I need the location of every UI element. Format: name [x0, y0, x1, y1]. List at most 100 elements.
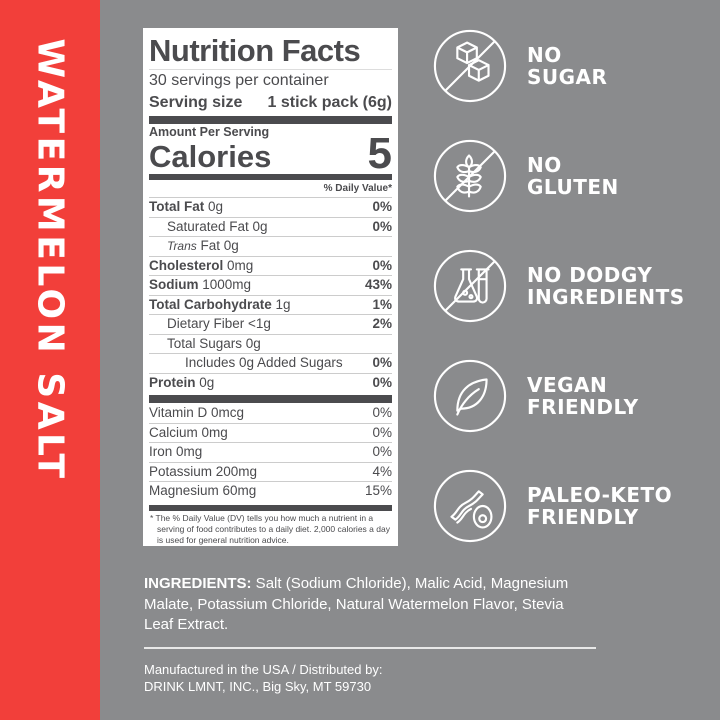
nutrient-dv: 0% [372, 218, 392, 234]
nutrient-dv: 0% [372, 374, 392, 390]
nutrient-label: Saturated Fat 0g [149, 218, 268, 237]
nutrient-row: Sodium 1000mg 43% [149, 276, 392, 296]
nutrient-label: Total Sugars 0g [149, 335, 261, 354]
nutrient-amount: Saturated Fat 0g [167, 218, 268, 234]
vitamin-label: Iron 0mg [149, 444, 203, 459]
no-sugar-cubes-icon [433, 29, 507, 103]
nutrient-name: Sodium [149, 277, 199, 292]
vitamin-label: Magnesium 60mg [149, 483, 257, 498]
nutrient-amount: Total Sugars 0g [167, 335, 261, 351]
nutrient-dv: 0% [372, 257, 392, 273]
vitamin-label: Potassium 200mg [149, 463, 258, 479]
nutrient-dv: 1% [372, 296, 392, 312]
claim-text: NO DODGY INGREDIENTS [527, 264, 685, 308]
nutrient-name: Total Carbohydrate [149, 296, 272, 312]
nutrient-name: Trans [167, 239, 197, 253]
vitamin-dv: 15% [364, 483, 392, 498]
claim-line2: SUGAR [527, 65, 608, 89]
flavor-banner: WATERMELON SALT [0, 0, 100, 720]
claim-friendly-4: PALEO-KETO FRIENDLY [432, 468, 672, 544]
nutrient-row: Saturated Fat 0g 0% [149, 218, 392, 237]
nutrient-amount: Dietary Fiber <1g [167, 316, 271, 331]
vitamin-row: Magnesium 60mg 15% [149, 482, 392, 502]
nutrient-row: Protein 0g 0% [149, 374, 392, 394]
footnote: * The % Daily Value (DV) tells you how m… [150, 512, 390, 545]
claim-text: NO SUGAR [527, 44, 607, 88]
divider-thick [149, 395, 392, 403]
no-wheat-icon [433, 139, 507, 213]
nutrient-name: Protein [149, 374, 196, 390]
nutrient-row: Total Fat 0g 0% [149, 198, 392, 218]
nutrient-label: Protein 0g [149, 374, 214, 394]
vitamin-dv: 4% [372, 463, 392, 479]
serving-size-label: Serving size [149, 94, 243, 111]
nutrient-amount: 0mg [223, 257, 254, 273]
bacon-avocado-icon [433, 469, 507, 543]
nutrient-row: Dietary Fiber <1g 2% [149, 315, 392, 335]
nutrient-label: Sodium 1000mg [149, 276, 251, 295]
serving-size-value: 1 stick pack (6g) [267, 94, 393, 111]
servings-per-container: 30 servings per container [149, 72, 329, 89]
claim-line1: PALEO-KETO [527, 483, 673, 507]
nutrient-dv: 0% [372, 199, 392, 214]
ingredients-text: Salt (Sodium Chloride), Malic Acid, Magn… [144, 575, 569, 633]
claim-line1: NO [527, 43, 562, 67]
claim-friendly-3: VEGAN FRIENDLY [432, 358, 639, 434]
nutrient-amount: 1g [271, 296, 291, 312]
distributor-line: DRINK LMNT, INC., Big Sky, MT 59730 [144, 679, 372, 694]
vitamin-dv: 0% [372, 444, 392, 459]
nutrient-dv: 0% [372, 355, 392, 370]
nutrient-amount: 0g [204, 199, 224, 214]
nutrient-dv: 43% [364, 277, 392, 292]
manufacturer-line: Manufactured in the USA / Distributed by… [144, 662, 383, 677]
nutrient-row: Cholesterol 0mg 0% [149, 257, 392, 276]
vitamin-row: Iron 0mg 0% [149, 443, 392, 463]
calories-value: 5 [367, 129, 392, 178]
nutrient-row: Total Carbohydrate 1g 1% [149, 296, 392, 315]
claim-gluten-1: NO GLUTEN [432, 138, 619, 214]
claim-text: VEGAN FRIENDLY [527, 374, 639, 418]
vitamin-dv: 0% [372, 424, 392, 440]
ingredients-label: INGREDIENTS: [144, 575, 252, 592]
nutrient-label: Total Fat 0g [149, 198, 223, 217]
nutrient-label: Cholesterol 0mg [149, 257, 253, 276]
nutrient-row: Trans Fat 0g [149, 237, 392, 257]
claim-text: PALEO-KETO FRIENDLY [527, 484, 672, 528]
claim-sugar-0: NO SUGAR [432, 28, 607, 104]
claim-line2: FRIENDLY [527, 395, 639, 419]
claim-line2: INGREDIENTS [527, 285, 685, 309]
vitamin-row: Calcium 0mg 0% [149, 424, 392, 443]
nutrient-label: Trans Fat 0g [149, 237, 239, 256]
divider-thick [149, 174, 392, 180]
vitamin-row: Potassium 200mg 4% [149, 463, 392, 482]
divider-thick [149, 116, 392, 124]
nutrient-row: Includes 0g Added Sugars 0% [149, 354, 392, 374]
nutrient-name: Cholesterol [149, 257, 224, 273]
vitamin-label: Calcium 0mg [149, 424, 228, 440]
divider [144, 647, 596, 649]
vitamin-dv: 0% [372, 405, 392, 420]
ingredients: INGREDIENTS: Salt (Sodium Chloride), Mal… [144, 574, 584, 636]
nutrient-amount: 1000mg [198, 277, 252, 292]
amount-per-serving: Amount Per Serving [149, 125, 270, 139]
calories-label: Calories [149, 139, 272, 174]
divider-medium [149, 504, 392, 511]
claim-line2: FRIENDLY [527, 505, 639, 529]
nutrition-title: Nutrition Facts [149, 34, 392, 70]
nutrient-dv: 2% [372, 316, 392, 331]
vitamin-label: Vitamin D 0mcg [149, 405, 245, 420]
claim-line1: NO [527, 153, 562, 177]
claim-line1: VEGAN [527, 373, 608, 397]
no-lab-flask-icon [433, 249, 507, 323]
vitamin-row: Vitamin D 0mcg 0% [149, 404, 392, 424]
nutrient-amount: Fat 0g [196, 238, 239, 253]
nutrient-amount: Includes 0g Added Sugars [185, 355, 343, 370]
claim-ingredients-2: NO DODGY INGREDIENTS [432, 248, 685, 324]
nutrient-row: Total Sugars 0g [149, 335, 392, 354]
nutrient-name: Total Fat [149, 199, 205, 214]
claim-line2: GLUTEN [527, 175, 619, 199]
manufacturer-info: Manufactured in the USA / Distributed by… [144, 661, 382, 695]
serving-size: Serving size 1 stick pack (6g) [149, 92, 392, 114]
nutrient-label: Includes 0g Added Sugars [149, 354, 343, 373]
leaf-icon [433, 359, 507, 433]
